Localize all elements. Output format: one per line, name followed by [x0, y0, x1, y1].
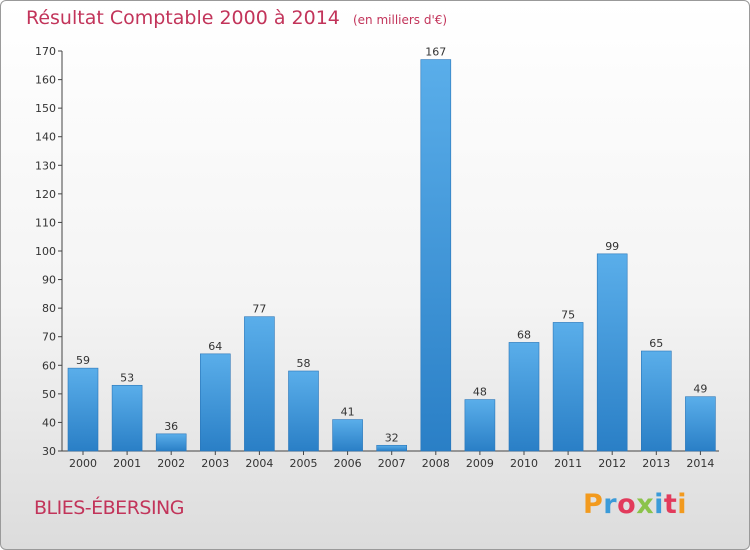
x-tick-label-2011: 2011 — [554, 457, 582, 470]
x-tick-label-2014: 2014 — [686, 457, 714, 470]
bar-2000 — [67, 367, 99, 452]
y-tick-label: 150 — [35, 102, 56, 115]
bar-2013 — [640, 350, 672, 452]
bar-2006 — [332, 419, 363, 452]
y-tick-label: 120 — [35, 188, 56, 201]
x-tick-label-2006: 2006 — [334, 457, 362, 470]
x-tick-label-2001: 2001 — [113, 457, 141, 470]
chart-title: Résultat Comptable 2000 à 2014 (en milli… — [26, 7, 447, 29]
x-tick-label-2002: 2002 — [157, 457, 185, 470]
bar-2005 — [288, 370, 319, 452]
bar-2003 — [200, 353, 231, 452]
y-tick-label: 90 — [42, 274, 56, 287]
x-tick-label-2000: 2000 — [69, 457, 97, 470]
y-tick-label: 130 — [35, 159, 56, 172]
y-tick-label: 40 — [42, 416, 56, 429]
x-tick-label-2013: 2013 — [642, 457, 670, 470]
y-tick-label: 100 — [35, 245, 56, 258]
y-tick-label: 160 — [35, 74, 56, 87]
data-label-2008: 167 — [425, 46, 446, 59]
chart-unit-text: (en milliers d'€) — [352, 13, 448, 27]
x-tick-label-2003: 2003 — [201, 457, 229, 470]
proxiti-logo: Proxiti — [583, 489, 688, 520]
data-label-2000: 59 — [76, 354, 90, 367]
data-label-2005: 58 — [297, 357, 311, 370]
bar-2009 — [464, 399, 496, 452]
y-tick-label: 30 — [42, 445, 56, 458]
bar-2002 — [155, 433, 187, 452]
data-label-2010: 68 — [517, 328, 531, 341]
data-label-2002: 36 — [164, 420, 178, 433]
data-label-2014: 49 — [693, 383, 707, 396]
data-label-2007: 32 — [385, 431, 399, 444]
y-tick-label: 80 — [42, 302, 56, 315]
town-name: BLIES-ÉBERSING — [34, 497, 185, 519]
y-tick-label: 60 — [42, 359, 56, 372]
bar-2001 — [111, 384, 143, 452]
bar-2011 — [552, 322, 584, 452]
x-tick-label-2008: 2008 — [422, 457, 450, 470]
y-tick-label: 50 — [42, 388, 56, 401]
y-tick-label: 70 — [42, 331, 56, 344]
x-tick-label-2004: 2004 — [245, 457, 273, 470]
chart-title-text: Résultat Comptable 2000 à 2014 — [26, 7, 340, 29]
y-tick-label: 110 — [35, 216, 56, 229]
x-tick-label-2009: 2009 — [466, 457, 494, 470]
bar-2004 — [244, 316, 275, 452]
x-tick-label-2012: 2012 — [598, 457, 626, 470]
y-tick-label: 140 — [35, 131, 56, 144]
data-label-2006: 41 — [341, 406, 355, 419]
bar-2012 — [596, 253, 628, 452]
chart-bars — [67, 59, 716, 452]
data-label-2001: 53 — [120, 371, 134, 384]
data-label-2012: 99 — [605, 240, 619, 253]
y-tick-label: 170 — [35, 45, 56, 58]
bar-2008 — [420, 59, 452, 452]
x-tick-label-2010: 2010 — [510, 457, 538, 470]
bar-2007 — [376, 444, 408, 452]
data-label-2004: 77 — [252, 303, 266, 316]
chart-data-labels: 59 53 36 64 77 58 41 32 167 48 68 75 99 65 49 — [76, 46, 707, 445]
data-label-2013: 65 — [649, 337, 663, 350]
data-label-2009: 48 — [473, 386, 487, 399]
bar-2014 — [685, 396, 716, 452]
bar-2010 — [508, 342, 540, 452]
x-tick-label-2005: 2005 — [290, 457, 318, 470]
x-tick-label-2007: 2007 — [378, 457, 406, 470]
data-label-2011: 75 — [561, 308, 575, 321]
data-label-2003: 64 — [208, 340, 222, 353]
